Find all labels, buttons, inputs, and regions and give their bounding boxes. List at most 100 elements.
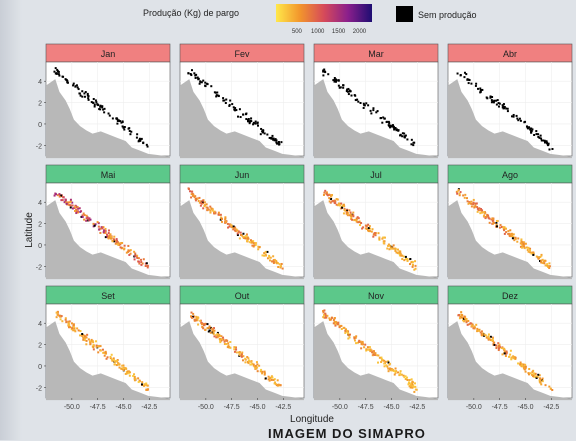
data-point	[322, 316, 325, 319]
data-point	[200, 81, 203, 84]
data-point	[538, 374, 541, 377]
data-point	[393, 247, 396, 250]
data-point	[342, 203, 345, 206]
data-point	[106, 233, 109, 236]
data-point	[201, 202, 204, 205]
data-point	[236, 232, 239, 235]
data-point	[119, 243, 122, 246]
data-point	[66, 80, 69, 83]
data-point	[332, 322, 335, 325]
data-point	[58, 74, 61, 77]
data-point	[478, 207, 481, 210]
data-point	[245, 237, 248, 240]
data-point	[322, 74, 325, 77]
data-point	[110, 358, 113, 361]
data-point	[191, 316, 194, 319]
data-point	[140, 261, 143, 264]
island-marajo	[329, 359, 341, 373]
data-point	[197, 77, 200, 80]
data-point	[116, 119, 119, 122]
land-mass	[46, 200, 170, 280]
data-point	[267, 378, 270, 381]
data-point	[236, 229, 239, 232]
panel-mai: Mai 4 2 0 -2	[36, 164, 171, 280]
data-point	[86, 92, 89, 95]
data-point	[532, 252, 535, 255]
data-point	[232, 225, 235, 228]
data-point	[463, 71, 466, 74]
data-point	[403, 259, 406, 262]
data-point	[372, 109, 375, 112]
island-marajo	[61, 359, 73, 373]
data-point	[241, 351, 244, 354]
data-point	[522, 363, 525, 366]
data-point	[347, 332, 350, 335]
data-point	[271, 376, 274, 379]
panel-strip-label: Nov	[368, 291, 385, 301]
data-point	[390, 125, 393, 128]
data-point	[115, 241, 118, 244]
data-point	[377, 232, 380, 235]
data-point	[221, 338, 224, 341]
data-point	[235, 109, 238, 112]
data-point	[415, 388, 418, 391]
data-point	[344, 209, 347, 212]
data-point	[212, 332, 215, 335]
data-point	[407, 381, 410, 384]
data-point	[472, 198, 475, 201]
data-point	[359, 224, 362, 227]
x-tick-label: -47.5	[224, 404, 240, 411]
data-point	[109, 355, 112, 358]
data-point	[411, 380, 414, 383]
data-point	[393, 370, 396, 373]
data-point	[492, 343, 495, 346]
data-point	[258, 364, 261, 367]
data-point	[128, 370, 131, 373]
data-point	[399, 252, 402, 255]
data-point	[509, 353, 512, 356]
data-point	[531, 128, 534, 131]
data-point	[193, 315, 196, 318]
data-point	[460, 311, 463, 314]
data-point	[215, 94, 218, 97]
data-point	[124, 372, 127, 375]
data-point	[224, 221, 227, 224]
data-point	[512, 356, 515, 359]
data-point	[138, 380, 141, 383]
data-point	[64, 317, 67, 320]
data-point	[333, 320, 336, 323]
data-point	[198, 196, 201, 199]
data-point	[328, 197, 331, 200]
data-point	[225, 339, 228, 342]
data-point	[406, 138, 409, 141]
data-point	[480, 211, 483, 214]
data-point	[278, 143, 281, 146]
data-point	[358, 221, 361, 224]
data-point	[366, 346, 369, 349]
data-point	[365, 102, 368, 105]
data-point	[323, 191, 326, 194]
data-point	[213, 335, 216, 338]
data-point	[538, 136, 541, 139]
data-point	[85, 214, 88, 217]
data-point	[497, 349, 500, 352]
data-point	[466, 323, 469, 326]
data-point	[389, 126, 392, 129]
data-point	[330, 195, 333, 198]
data-point	[129, 371, 132, 374]
data-point	[545, 141, 548, 144]
data-point	[136, 133, 139, 136]
data-point	[134, 252, 137, 255]
data-point	[512, 355, 515, 358]
data-point	[368, 227, 371, 230]
data-point	[101, 105, 104, 108]
data-point	[338, 326, 341, 329]
data-point	[396, 252, 399, 255]
data-point	[101, 348, 104, 351]
data-point	[72, 82, 75, 85]
data-point	[64, 78, 67, 81]
data-point	[266, 250, 269, 253]
data-point	[105, 357, 108, 360]
data-point	[470, 200, 473, 203]
data-point	[281, 267, 284, 270]
